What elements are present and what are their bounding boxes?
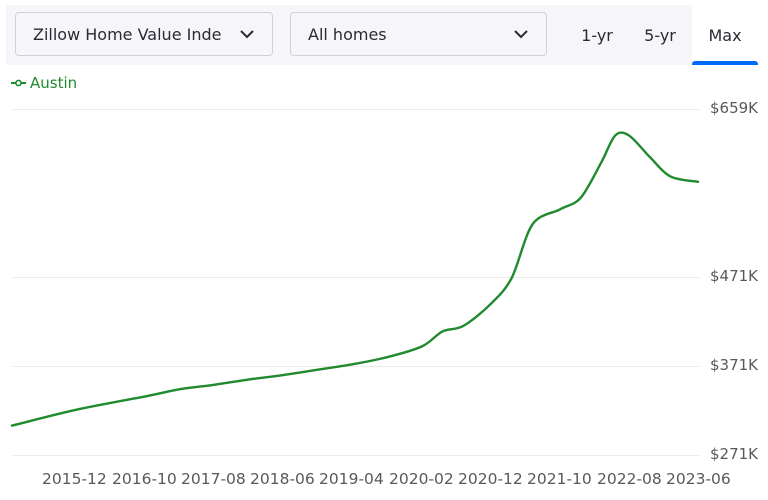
tab-1-yr[interactable]: 1-yr bbox=[572, 5, 622, 65]
active-tab-indicator bbox=[692, 61, 758, 65]
x-tick-label: 2018-06 bbox=[250, 470, 315, 488]
home-type-select[interactable]: All homes bbox=[290, 12, 547, 56]
line-marker-icon bbox=[11, 79, 26, 87]
tab-label: 5-yr bbox=[644, 25, 676, 45]
x-tick-label: 2020-12 bbox=[458, 470, 523, 488]
x-tick-label: 2017-08 bbox=[181, 470, 246, 488]
x-tick-label: 2022-08 bbox=[597, 470, 662, 488]
y-tick-label: $659K bbox=[709, 99, 758, 117]
metric-select-value: Zillow Home Value Inde bbox=[33, 24, 221, 44]
x-tick-label: 2023-06 bbox=[666, 470, 731, 488]
metric-select[interactable]: Zillow Home Value Inde bbox=[15, 12, 273, 56]
tab-5-yr[interactable]: 5-yr bbox=[634, 5, 686, 65]
y-tick-label: $371K bbox=[709, 356, 758, 374]
y-tick-label: $271K bbox=[709, 445, 758, 463]
chevron-down-icon bbox=[240, 30, 254, 39]
chart-toolbar: Zillow Home Value Inde All homes 1-yr 5-… bbox=[6, 5, 758, 65]
tab-label: 1-yr bbox=[581, 25, 613, 45]
x-tick-label: 2019-04 bbox=[319, 470, 384, 488]
tab-max[interactable]: Max bbox=[692, 5, 758, 65]
home-type-select-value: All homes bbox=[308, 24, 387, 44]
gridlines bbox=[12, 109, 700, 456]
x-tick-label: 2020-02 bbox=[389, 470, 454, 488]
x-tick-label: 2015-12 bbox=[42, 470, 107, 488]
x-tick-label: 2016-10 bbox=[112, 470, 177, 488]
chart-legend[interactable]: Austin bbox=[11, 74, 77, 92]
x-tick-label: 2021-10 bbox=[527, 470, 592, 488]
legend-label-austin: Austin bbox=[30, 74, 78, 92]
tab-label: Max bbox=[708, 25, 742, 45]
austin-series-line[interactable] bbox=[10, 131, 700, 427]
y-tick-label: $471K bbox=[709, 267, 758, 285]
chevron-down-icon bbox=[514, 30, 528, 39]
